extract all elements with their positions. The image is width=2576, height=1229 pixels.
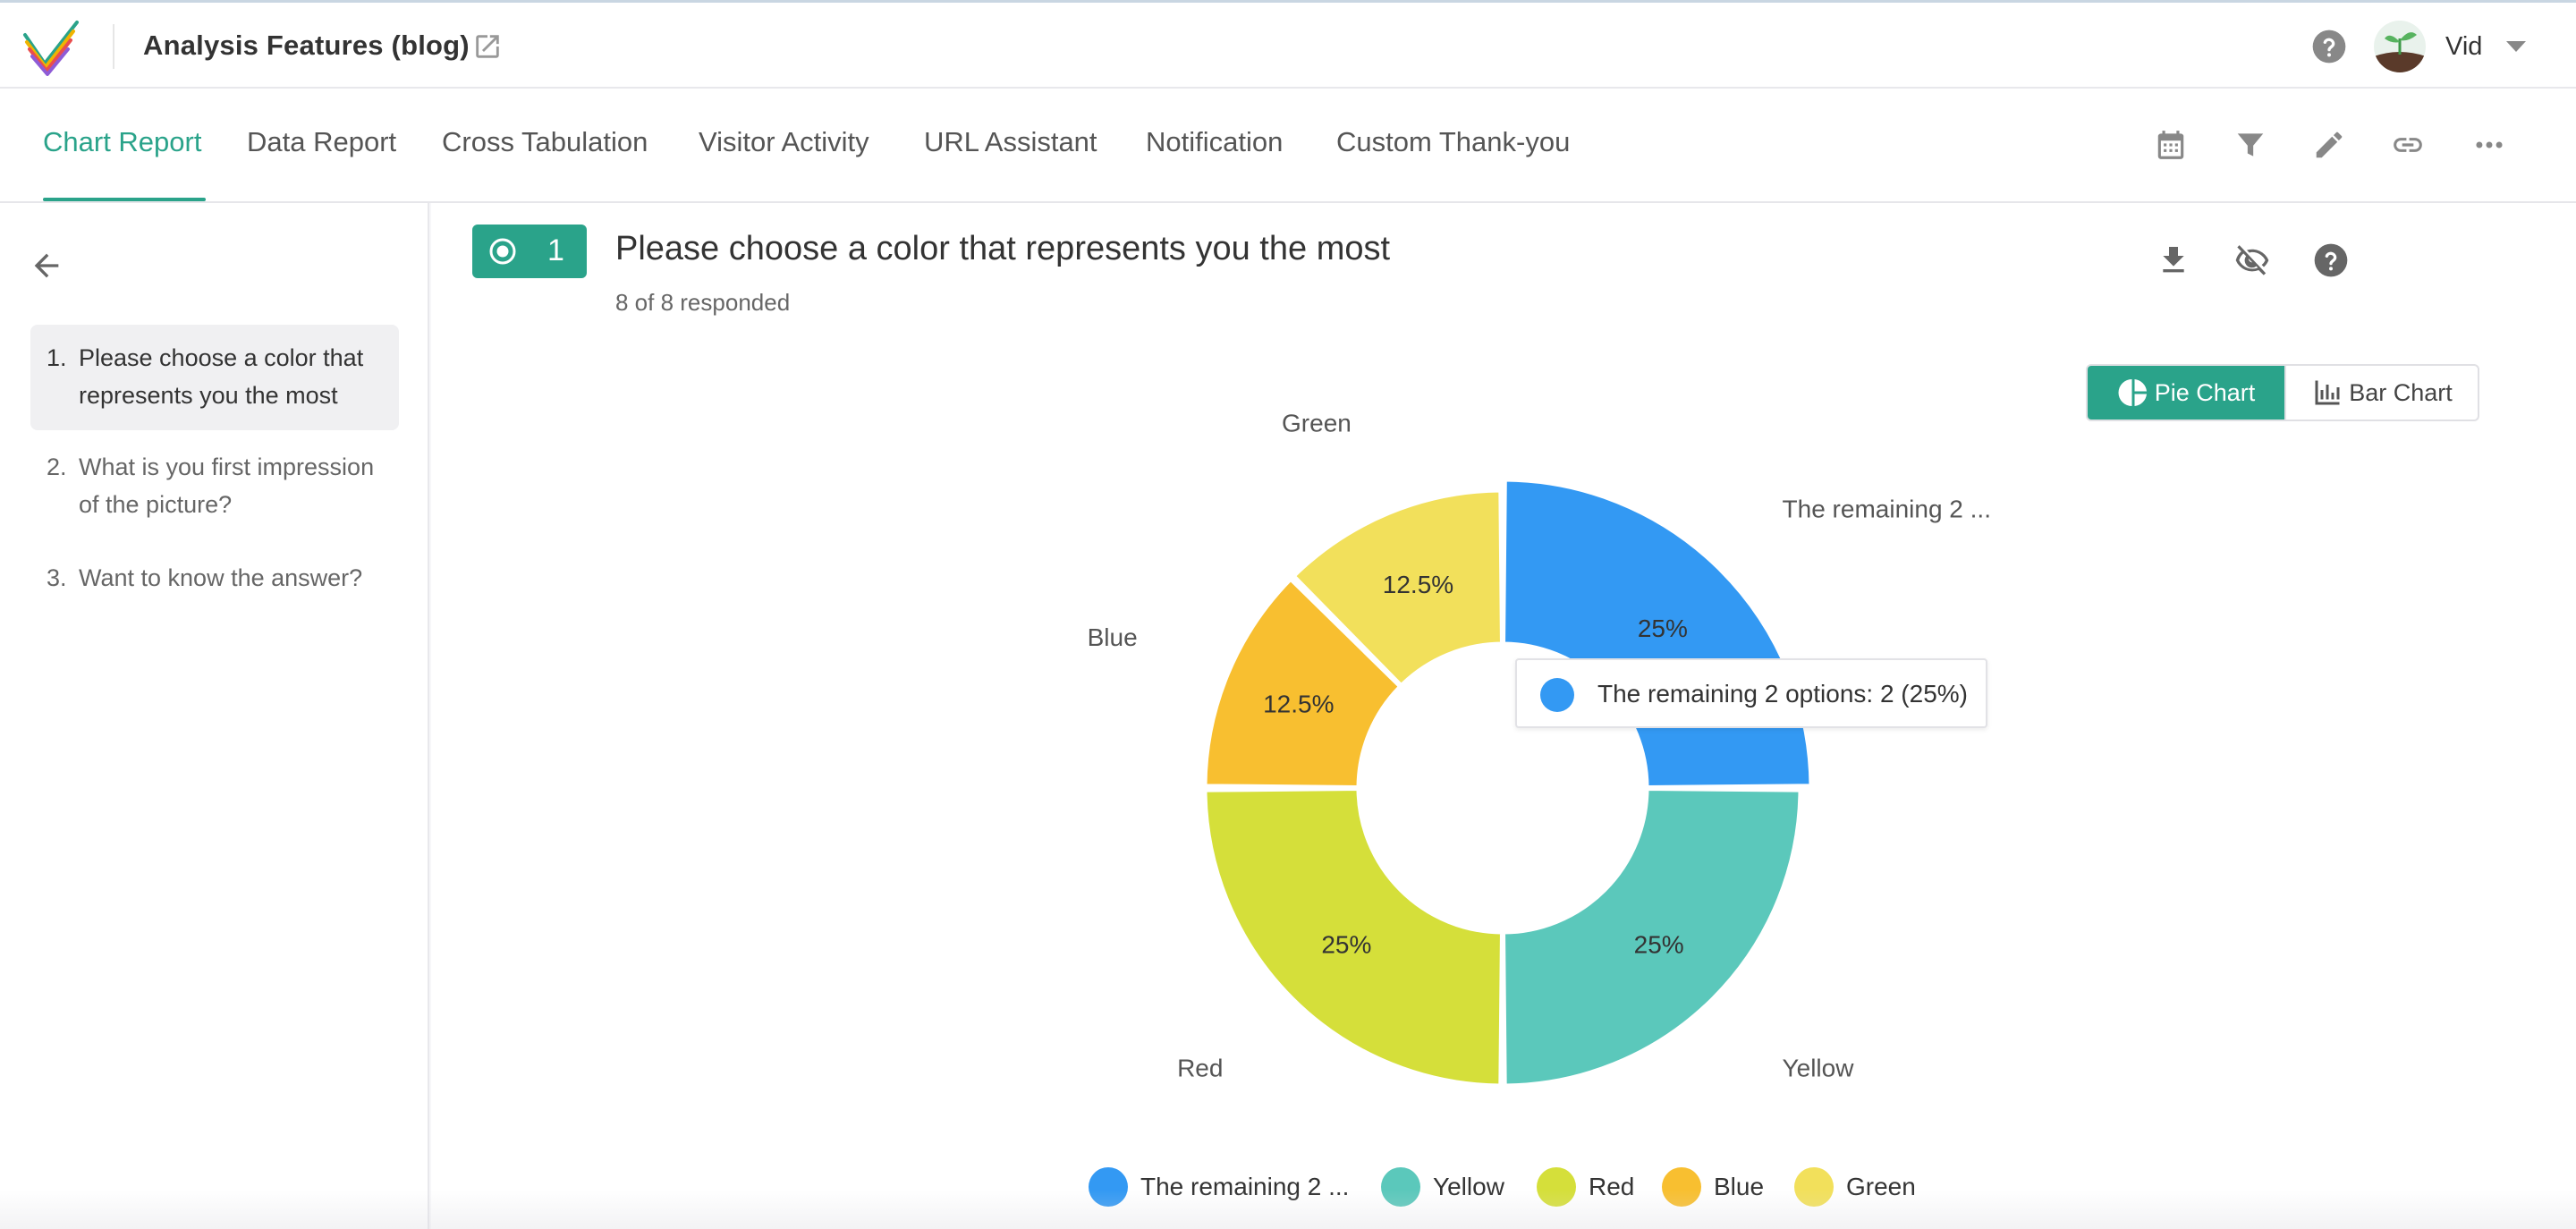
calendar-icon[interactable] <box>2154 128 2188 162</box>
legend-item-red[interactable]: Red <box>1537 1167 1634 1207</box>
question-number: 1. <box>47 344 67 371</box>
slice-value-label: 25% <box>1638 614 1688 642</box>
slice-value-label: 25% <box>1321 931 1371 959</box>
pie-slice-red[interactable] <box>1204 788 1503 1087</box>
legend-label: Blue <box>1714 1173 1765 1200</box>
sidebar-question-2[interactable]: 2. What is you first impression of the p… <box>30 434 399 539</box>
chart-legend: The remaining 2 ... Yellow Red Blue Gree… <box>431 1167 2576 1221</box>
question-number: 2. <box>47 453 67 480</box>
bar-chart-label: Bar Chart <box>2349 378 2453 406</box>
bar-chart-icon <box>2315 380 2340 405</box>
slice-value-label: 25% <box>1634 931 1684 959</box>
pie-chart-button[interactable]: Pie Chart <box>2088 366 2284 420</box>
question-sidebar: 1. Please choose a color that represents… <box>0 203 429 1229</box>
tooltip-text: The remaining 2 options: 2 (25%) <box>1597 680 1968 708</box>
question-number: 3. <box>47 564 67 591</box>
legend-item-remaining[interactable]: The remaining 2 ... <box>1089 1167 1349 1207</box>
pie-slice-green[interactable] <box>1293 489 1503 686</box>
sidebar-question-3[interactable]: 3. Want to know the answer? <box>30 545 399 613</box>
tab-chart-report[interactable]: Chart Report <box>43 126 202 157</box>
pie-slice-blue[interactable] <box>1204 579 1401 788</box>
legend-dot <box>1662 1167 1701 1207</box>
pie-chart-label: Pie Chart <box>2154 378 2256 406</box>
question-text: Please choose a color that represents yo… <box>79 344 364 409</box>
bar-chart-button[interactable]: Bar Chart <box>2284 366 2478 420</box>
question-number-badge: 1 <box>547 233 564 267</box>
tooltip-color-dot <box>1540 678 1574 712</box>
tab-notification[interactable]: Notification <box>1146 126 1284 157</box>
chart-tooltip: The remaining 2 options: 2 (25%) <box>1515 658 1987 728</box>
report-tabs-bar: Chart Report Data Report Cross Tabulatio… <box>0 89 2576 203</box>
question-title: Please choose a color that represents yo… <box>615 230 1391 267</box>
legend-label: Green <box>1846 1173 1916 1200</box>
visibility-off-icon[interactable] <box>2234 242 2270 278</box>
user-name[interactable]: Vid <box>2445 32 2483 61</box>
slice-category-label: Blue <box>1088 623 1138 651</box>
question-type-badge: 1 <box>472 225 587 278</box>
tab-cross-tabulation[interactable]: Cross Tabulation <box>442 126 648 157</box>
donut-chart: 25% The remaining 2 ... 25% Yellow 25% Red 12.… <box>1088 410 1991 1087</box>
legend-dot <box>1381 1167 1420 1207</box>
slice-category-label: Yellow <box>1783 1055 1855 1082</box>
tab-url-assistant[interactable]: URL Assistant <box>924 126 1097 157</box>
link-icon[interactable] <box>2391 128 2425 162</box>
pie-chart-icon <box>2118 379 2147 406</box>
app-logo-icon[interactable] <box>21 19 80 76</box>
slice-category-label: Green <box>1282 410 1352 437</box>
legend-dot <box>1089 1167 1128 1207</box>
project-title: Analysis Features (blog) <box>143 30 470 61</box>
chart-report-panel: 1 Please choose a color that represents … <box>431 203 2576 1229</box>
tab-data-report[interactable]: Data Report <box>247 126 397 157</box>
edit-icon[interactable] <box>2312 128 2346 162</box>
legend-item-blue[interactable]: Blue <box>1662 1167 1764 1207</box>
legend-item-green[interactable]: Green <box>1794 1167 1916 1207</box>
filter-icon[interactable] <box>2233 128 2267 162</box>
download-icon[interactable] <box>2156 242 2191 278</box>
sidebar-question-1[interactable]: 1. Please choose a color that represents… <box>30 325 399 430</box>
open-external-icon[interactable] <box>472 31 503 62</box>
legend-dot <box>1537 1167 1576 1207</box>
slice-category-label: Red <box>1177 1055 1223 1082</box>
chevron-down-icon[interactable] <box>2504 38 2528 55</box>
legend-label: Yellow <box>1433 1173 1504 1200</box>
more-icon[interactable] <box>2472 128 2506 162</box>
slice-value-label: 12.5% <box>1263 690 1334 717</box>
legend-label: The remaining 2 ... <box>1140 1173 1350 1200</box>
question-text: Want to know the answer? <box>79 564 363 591</box>
legend-item-yellow[interactable]: Yellow <box>1381 1167 1504 1207</box>
legend-label: Red <box>1589 1173 1635 1200</box>
slice-category-label: The remaining 2 ... <box>1783 495 1991 522</box>
tab-custom-thank-you[interactable]: Custom Thank-you <box>1336 126 1571 157</box>
back-arrow-icon[interactable] <box>29 248 64 284</box>
header-divider <box>113 24 114 69</box>
help-icon[interactable] <box>2311 29 2347 64</box>
legend-dot <box>1794 1167 1834 1207</box>
question-text: What is you first impression of the pict… <box>79 453 375 518</box>
tab-visitor-activity[interactable]: Visitor Activity <box>699 126 869 157</box>
help-icon[interactable] <box>2313 242 2349 278</box>
responded-count: 8 of 8 responded <box>615 289 791 316</box>
pie-slice-yellow[interactable] <box>1503 788 1801 1087</box>
active-tab-indicator <box>43 198 206 201</box>
radio-button-icon <box>489 238 516 265</box>
chart-type-toggle: Pie Chart Bar Chart <box>2086 364 2479 421</box>
top-bar: Analysis Features (blog) Vid <box>0 0 2576 89</box>
slice-value-label: 12.5% <box>1383 571 1453 598</box>
user-avatar[interactable] <box>2374 21 2426 72</box>
